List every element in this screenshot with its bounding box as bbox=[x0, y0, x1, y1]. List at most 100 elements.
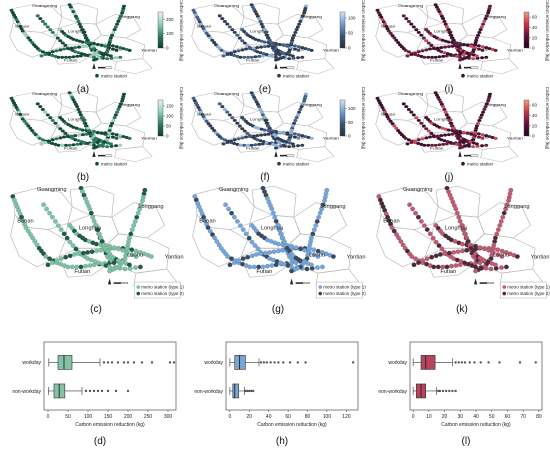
metro-station-marker bbox=[270, 210, 276, 216]
metro-station-marker bbox=[76, 251, 82, 257]
metro-station-marker bbox=[30, 129, 35, 133]
colorbar-tick-label: 60 bbox=[532, 103, 538, 108]
district-boundary bbox=[114, 146, 153, 163]
colorbar-tick-label: 0 bbox=[532, 46, 535, 51]
outlier-point bbox=[269, 361, 272, 364]
metro-station-marker bbox=[222, 107, 227, 111]
metro-station-marker bbox=[400, 242, 406, 248]
metro-station-marker bbox=[80, 45, 85, 49]
metro-station-marker bbox=[28, 126, 33, 130]
metro-station-marker bbox=[293, 30, 298, 34]
metro-station-marker bbox=[24, 122, 29, 126]
legend-marker-type2 bbox=[136, 291, 141, 296]
metro-station-marker bbox=[484, 102, 489, 106]
metro-station-marker bbox=[433, 253, 439, 259]
outlier-point bbox=[102, 361, 106, 364]
metro-station-marker bbox=[50, 30, 55, 34]
metro-station-marker bbox=[50, 214, 55, 220]
metro-station-marker bbox=[277, 130, 282, 134]
x-tick-label: 40 bbox=[473, 414, 479, 420]
metro-station-marker bbox=[106, 131, 112, 135]
box-iqr bbox=[420, 355, 436, 370]
outlier-point bbox=[88, 389, 92, 393]
outlier-point bbox=[454, 389, 457, 393]
metro-station-marker bbox=[43, 110, 48, 114]
metro-station-marker bbox=[208, 124, 213, 128]
metro-station-marker bbox=[28, 38, 33, 42]
metro-station-marker bbox=[501, 210, 507, 216]
category-label: workday bbox=[22, 360, 41, 366]
region-label-futian: Futian bbox=[64, 146, 78, 150]
metro-station-marker bbox=[461, 42, 466, 46]
metro-station-marker bbox=[245, 131, 250, 135]
map-e: Guangming Baoan Longhua Longgang Futian Luohu… bbox=[191, 3, 340, 75]
metro-station-marker bbox=[431, 47, 436, 51]
metro-station-marker bbox=[311, 247, 317, 252]
metro-station-marker bbox=[232, 260, 237, 265]
metro-station-marker bbox=[98, 248, 104, 253]
metro-station-marker bbox=[202, 29, 207, 33]
region-label-luohu: Luohu bbox=[309, 253, 325, 259]
metro-station-marker bbox=[413, 256, 418, 261]
metro-station-marker bbox=[111, 30, 116, 34]
metro-station-marker bbox=[396, 41, 401, 45]
metro-station-marker bbox=[73, 246, 79, 252]
metro-station-marker bbox=[461, 130, 466, 134]
metro-station-marker bbox=[226, 206, 231, 212]
metro-station-marker bbox=[477, 118, 482, 122]
metro-station-marker bbox=[91, 129, 97, 133]
metro-station-marker bbox=[83, 33, 88, 37]
metro-station-marker bbox=[457, 41, 463, 45]
outlier-point bbox=[460, 361, 464, 364]
x-tick-label: 150 bbox=[104, 414, 113, 420]
metro-station-marker bbox=[56, 143, 61, 147]
metro-station-marker bbox=[206, 122, 211, 126]
outlier-point bbox=[262, 361, 266, 364]
metro-station-marker bbox=[238, 55, 243, 59]
metro-station-marker bbox=[50, 118, 55, 122]
metro-station-marker bbox=[498, 219, 504, 224]
metro-station-marker bbox=[47, 256, 52, 261]
metro-station-marker bbox=[394, 38, 399, 42]
x-tick-label: 100 bbox=[84, 414, 93, 420]
metro-station-marker bbox=[120, 99, 125, 103]
north-arrow-icon bbox=[474, 278, 478, 285]
region-label-guangming: Guangming bbox=[398, 3, 424, 7]
metro-station-marker bbox=[240, 136, 245, 140]
metro-station-marker bbox=[45, 113, 50, 117]
region-label-guangming: Guangming bbox=[403, 187, 433, 193]
metro-station-marker bbox=[298, 246, 303, 252]
boxplot-d: 0 50 100 150 200 250 300 Carbon emission reduct… bbox=[12, 341, 177, 447]
metro-station-marker bbox=[285, 132, 290, 136]
district-boundary bbox=[480, 146, 519, 163]
metro-station-marker bbox=[232, 30, 237, 34]
region-label-longhua: Longhua bbox=[250, 29, 270, 33]
metro-station-marker bbox=[257, 105, 262, 109]
metro-station-marker bbox=[477, 30, 482, 34]
legend-label: metro station bbox=[283, 73, 310, 78]
metro-station-marker bbox=[229, 51, 234, 55]
district-boundary bbox=[69, 185, 115, 218]
metro-station-marker bbox=[52, 219, 58, 224]
legend-marker bbox=[461, 73, 465, 78]
metro-station-marker bbox=[240, 39, 245, 43]
metro-station-marker bbox=[107, 134, 112, 138]
x-tick-label: 50 bbox=[489, 414, 495, 420]
metro-station-marker bbox=[83, 263, 88, 269]
outlier-point bbox=[140, 361, 144, 364]
metro-station-marker bbox=[61, 231, 67, 237]
metro-station-marker bbox=[73, 46, 78, 50]
district-boundary bbox=[241, 91, 281, 113]
metro-station-marker bbox=[78, 25, 83, 29]
metro-station-marker bbox=[133, 254, 139, 259]
x-tick-label: 20 bbox=[442, 414, 448, 420]
metro-station-marker bbox=[106, 43, 112, 47]
x-tick-label: 60 bbox=[505, 414, 511, 420]
metro-station-marker bbox=[84, 44, 89, 48]
metro-station-marker bbox=[110, 33, 115, 37]
colorbar bbox=[157, 11, 164, 49]
region-label-baoan: Baoan bbox=[197, 24, 212, 28]
region-label-luohu: Luohu bbox=[475, 47, 489, 51]
metro-station-marker bbox=[476, 121, 481, 125]
metro-station-marker bbox=[484, 14, 489, 18]
